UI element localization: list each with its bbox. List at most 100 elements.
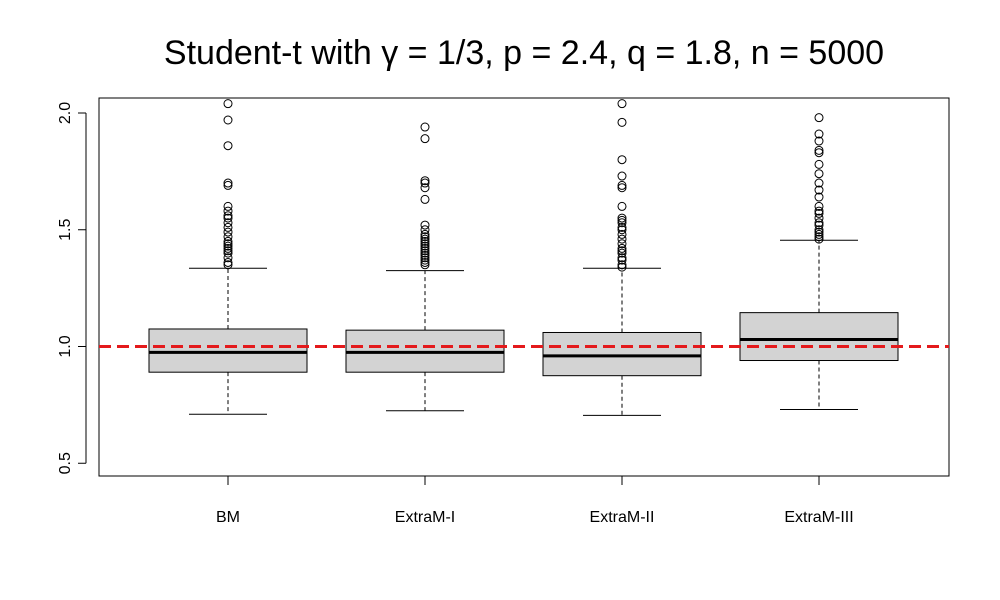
- outlier-point: [223, 253, 233, 263]
- outlier-point: [223, 99, 233, 109]
- outlier-point: [617, 234, 627, 244]
- outlier-point: [814, 225, 824, 235]
- outlier-point: [814, 208, 824, 218]
- outlier-point: [420, 260, 430, 270]
- outlier-point: [814, 169, 824, 179]
- outlier-point: [223, 241, 233, 251]
- outlier-point: [617, 215, 627, 225]
- outlier-point: [420, 176, 430, 186]
- outlier-point: [617, 229, 627, 239]
- outlier-point: [617, 262, 627, 272]
- outlier-point: [617, 201, 627, 211]
- outlier-point: [223, 211, 233, 221]
- outlier-point: [617, 213, 627, 223]
- outlier-point: [617, 117, 627, 127]
- outlier-point: [814, 229, 824, 239]
- outlier-point: [223, 178, 233, 188]
- outlier-point: [420, 250, 430, 260]
- outlier-point: [420, 183, 430, 193]
- plot-frame: [98, 97, 950, 477]
- outlier-point: [223, 260, 233, 270]
- outlier-point: [814, 148, 824, 158]
- outlier-point: [223, 227, 233, 237]
- outlier-point: [814, 218, 824, 228]
- outlier-point: [814, 234, 824, 244]
- y-tick-label: 1.0: [57, 335, 74, 357]
- outlier-point: [617, 180, 627, 190]
- box-extram-i: [345, 122, 505, 412]
- y-tick-label: 0.5: [57, 452, 74, 474]
- outlier-point: [814, 159, 824, 169]
- outlier-point: [420, 234, 430, 244]
- outlier-point: [223, 222, 233, 232]
- outlier-point: [617, 239, 627, 249]
- box-iqr: [148, 328, 308, 373]
- outlier-point: [814, 201, 824, 211]
- x-axis: BM ExtraM-I ExtraM-II ExtraM-III: [216, 475, 854, 526]
- x-tick-label: ExtraM-II: [590, 509, 655, 526]
- outlier-point: [617, 171, 627, 181]
- outlier-point: [420, 229, 430, 239]
- outlier-point: [420, 236, 430, 246]
- outlier-point: [223, 243, 233, 253]
- outlier-point: [223, 180, 233, 190]
- outlier-point: [814, 220, 824, 230]
- outlier-point: [223, 236, 233, 246]
- outlier-point: [223, 141, 233, 151]
- y-tick-label: 2.0: [57, 102, 74, 124]
- outlier-point: [223, 246, 233, 256]
- x-tick-label: ExtraM-III: [784, 509, 853, 526]
- outlier-point: [814, 113, 824, 123]
- outlier-point: [814, 178, 824, 188]
- outlier-point: [223, 115, 233, 125]
- outlier-point: [223, 206, 233, 216]
- box-bm: [148, 99, 308, 415]
- x-tick-label: ExtraM-I: [395, 509, 455, 526]
- outlier-point: [617, 246, 627, 256]
- outlier-point: [420, 122, 430, 132]
- outlier-point: [617, 222, 627, 232]
- outlier-point: [420, 255, 430, 265]
- outlier-point: [420, 241, 430, 251]
- outlier-point: [223, 232, 233, 242]
- outlier-point: [420, 194, 430, 204]
- outlier-point: [814, 145, 824, 155]
- x-tick-label: BM: [216, 509, 240, 526]
- outlier-point: [814, 227, 824, 237]
- outlier-point: [420, 220, 430, 230]
- outlier-point: [617, 225, 627, 235]
- box-extram-ii: [542, 99, 702, 416]
- outlier-point: [814, 185, 824, 195]
- outlier-point: [814, 232, 824, 242]
- outlier-point: [420, 134, 430, 144]
- outlier-point: [223, 239, 233, 249]
- outlier-point: [420, 253, 430, 263]
- box-iqr: [542, 331, 702, 377]
- outlier-point: [617, 155, 627, 165]
- outlier-point: [617, 248, 627, 258]
- box-extram-iii: [739, 113, 899, 411]
- outlier-point: [814, 136, 824, 146]
- outlier-point: [420, 246, 430, 256]
- chart-title: Student-t with γ = 1/3, p = 2.4, q = 1.8…: [164, 34, 884, 72]
- outlier-point: [420, 225, 430, 235]
- outlier-point: [617, 255, 627, 265]
- outlier-point: [223, 213, 233, 223]
- outlier-point: [223, 218, 233, 228]
- box-iqr: [739, 312, 899, 362]
- outlier-point: [420, 243, 430, 253]
- outlier-point: [223, 248, 233, 258]
- outlier-point: [223, 257, 233, 267]
- outlier-point: [617, 218, 627, 228]
- outlier-point: [617, 260, 627, 270]
- outlier-point: [814, 192, 824, 202]
- outlier-point: [814, 213, 824, 223]
- outlier-point: [223, 201, 233, 211]
- outlier-point: [420, 248, 430, 258]
- outlier-point: [814, 129, 824, 139]
- outlier-point: [420, 239, 430, 249]
- outlier-point: [617, 99, 627, 109]
- outlier-point: [617, 183, 627, 193]
- y-tick-label: 1.5: [57, 219, 74, 241]
